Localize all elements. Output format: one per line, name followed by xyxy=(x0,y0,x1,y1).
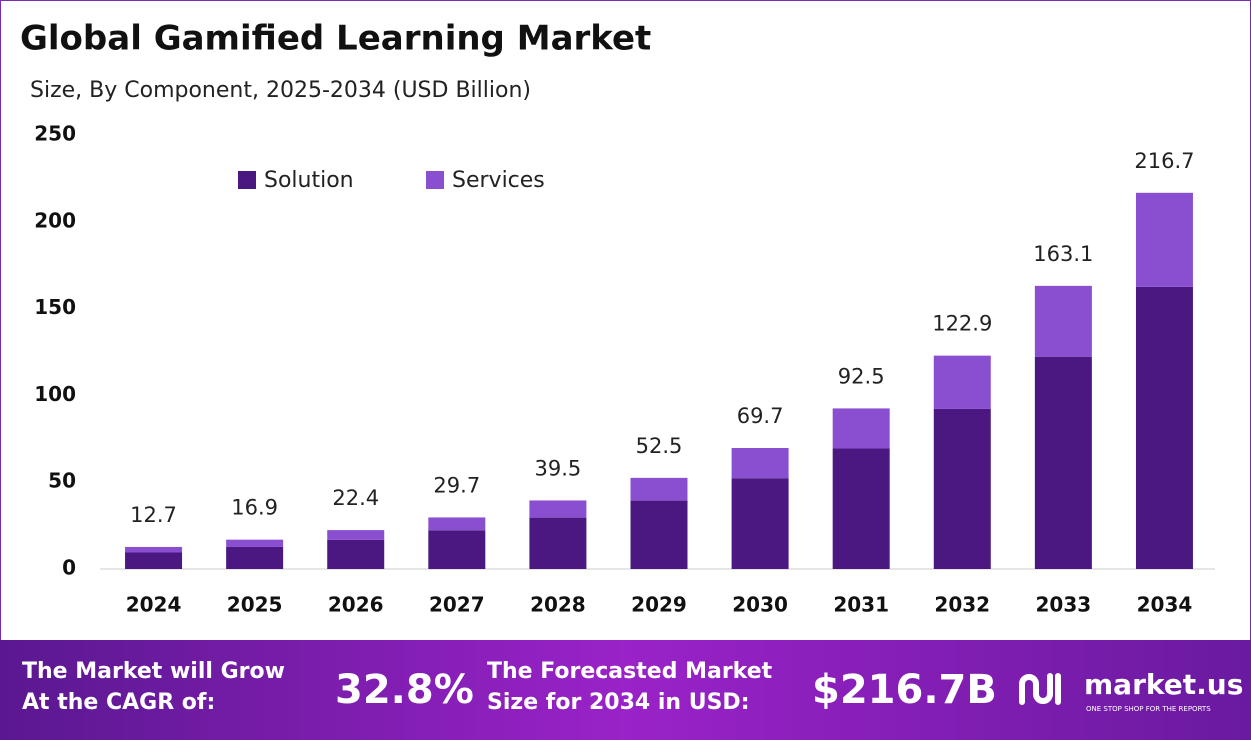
y-tick-label: 50 xyxy=(48,469,76,493)
total-label: 16.9 xyxy=(231,496,278,520)
bar-segment xyxy=(630,477,688,501)
y-tick-label: 250 xyxy=(34,122,76,146)
tagline: ONE STOP SHOP FOR THE REPORTS xyxy=(1086,705,1211,713)
bar-segment xyxy=(1034,356,1092,569)
bar-segment xyxy=(529,517,587,569)
bar-segment xyxy=(832,408,890,449)
bar-segment xyxy=(731,478,789,569)
bar-segment xyxy=(1135,192,1193,287)
total-label: 39.5 xyxy=(535,456,582,480)
y-tick-label: 0 xyxy=(62,556,76,580)
x-tick-label: 2031 xyxy=(833,593,889,617)
x-tick-label: 2025 xyxy=(227,593,283,617)
total-label: 216.7 xyxy=(1134,149,1194,173)
cagr-value: 32.8% xyxy=(335,667,474,713)
chart-title: Global Gamified Learning Market xyxy=(20,19,651,59)
x-tick-label: 2024 xyxy=(126,593,182,617)
total-label: 69.7 xyxy=(737,404,784,428)
forecast-text: Size for 2034 in USD: xyxy=(487,690,750,715)
bar-segment xyxy=(125,552,183,569)
cagr-text: The Market will Grow xyxy=(22,659,285,684)
total-label: 22.4 xyxy=(332,486,379,510)
y-tick-label: 100 xyxy=(34,382,76,406)
bar-segment xyxy=(731,448,789,479)
legend-label: Solution xyxy=(264,168,354,193)
legend-swatch xyxy=(238,171,256,189)
bar-segment xyxy=(832,448,890,569)
bar-segment xyxy=(327,530,385,540)
x-tick-label: 2029 xyxy=(631,593,687,617)
x-tick-label: 2026 xyxy=(328,593,384,617)
x-tick-label: 2030 xyxy=(732,593,788,617)
bar-segment xyxy=(933,355,991,409)
logo-icon xyxy=(1019,673,1061,705)
y-tick-label: 150 xyxy=(34,295,76,319)
bar-segment xyxy=(529,500,587,518)
bar-segment xyxy=(428,530,486,569)
bar-segment xyxy=(226,539,284,547)
bar-segment xyxy=(933,408,991,569)
total-label: 52.5 xyxy=(636,434,683,458)
bar-segment xyxy=(1135,286,1193,569)
total-label: 122.9 xyxy=(932,312,992,336)
bar-segment xyxy=(226,546,284,569)
bar-segment xyxy=(327,539,385,569)
chart-subtitle: Size, By Component, 2025-2034 (USD Billi… xyxy=(30,78,531,103)
x-tick-label: 2033 xyxy=(1036,593,1092,617)
total-label: 29.7 xyxy=(433,473,480,497)
x-tick-label: 2034 xyxy=(1137,593,1193,617)
x-tick-label: 2032 xyxy=(934,593,990,617)
bar-segment xyxy=(1034,285,1092,357)
x-tick-label: 2028 xyxy=(530,593,586,617)
forecast-value: $216.7B xyxy=(812,667,997,713)
total-label: 92.5 xyxy=(838,364,885,388)
total-label: 12.7 xyxy=(130,503,177,527)
cagr-text: At the CAGR of: xyxy=(22,690,215,715)
legend-label: Services xyxy=(452,168,545,193)
bar-segment xyxy=(428,517,486,531)
x-tick-label: 2027 xyxy=(429,593,485,617)
forecast-text: The Forecasted Market xyxy=(487,659,773,684)
legend-swatch xyxy=(426,171,444,189)
y-tick-label: 200 xyxy=(34,208,76,232)
footer-banner xyxy=(0,640,1251,740)
brand: market.us xyxy=(1084,668,1243,701)
bar-segment xyxy=(125,546,183,553)
total-label: 163.1 xyxy=(1033,242,1093,266)
bar-segment xyxy=(630,500,688,569)
